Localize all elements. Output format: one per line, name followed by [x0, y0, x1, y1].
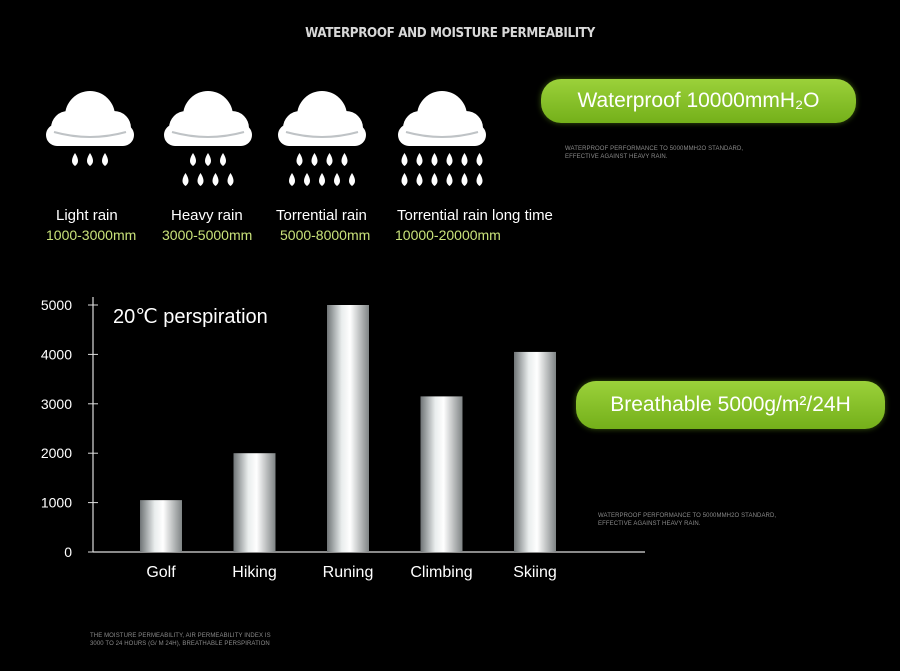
raindrop-icon: [296, 153, 303, 166]
raindrop-icon: [334, 173, 340, 186]
bar: [420, 396, 463, 552]
bar: [327, 305, 369, 552]
x-tick-label: Hiking: [232, 564, 276, 581]
raindrop-icon: [227, 173, 234, 186]
raindrop-icon: [416, 153, 423, 166]
y-tick-label: 5000: [41, 297, 72, 313]
raindrop-icon: [182, 173, 189, 186]
bar: [140, 500, 182, 552]
x-tick-label: Runing: [323, 564, 374, 581]
rain-level-range: 1000-3000mm: [46, 227, 137, 243]
rain-level-name: Heavy rain: [171, 207, 243, 224]
raindrop-icon: [319, 173, 325, 186]
raindrop-icon: [190, 153, 196, 166]
rain-level-name: Light rain: [56, 207, 118, 224]
raindrop-icon: [102, 153, 108, 166]
y-tick-label: 3000: [41, 396, 72, 412]
raindrop-icon: [289, 173, 295, 186]
breathable-label: Breathable 5000g/m²/24H: [610, 393, 851, 416]
chart-annotation: 20℃ perspiration: [113, 306, 268, 328]
rain-level-range: 3000-5000mm: [162, 227, 253, 243]
waterproof-note: WATERPROOF PERFORMANCE TO 5000MMH2O STAN…: [565, 145, 743, 161]
rain-level-name: Torrential rain: [276, 207, 367, 224]
waterproof-label: Waterproof 10000mmH₂O: [577, 89, 820, 112]
y-tick-label: 0: [64, 544, 72, 560]
x-tick-label: Climbing: [410, 564, 472, 581]
note-line: WATERPROOF PERFORMANCE TO 5000MMH2O STAN…: [598, 513, 777, 519]
page-title: WATERPROOF AND MOISTURE PERMEABILITY: [305, 26, 595, 41]
rain-level-range: 5000-8000mm: [280, 227, 371, 243]
raindrop-icon: [311, 153, 318, 166]
rain-level-name: Torrential rain long time: [397, 207, 553, 224]
raindrop-icon: [220, 153, 226, 166]
raindrop-icon: [461, 153, 468, 166]
raindrop-icon: [476, 153, 483, 166]
raindrop-icon: [304, 173, 310, 186]
raindrop-icon: [446, 173, 453, 186]
raindrop-icon: [87, 153, 93, 166]
y-tick-label: 2000: [41, 445, 72, 461]
cloud-rain-icon: [164, 91, 252, 186]
raindrop-icon: [431, 153, 438, 166]
raindrop-icon: [401, 153, 408, 166]
note-line: WATERPROOF PERFORMANCE TO 5000MMH2O STAN…: [565, 146, 744, 152]
raindrop-icon: [341, 153, 348, 166]
raindrop-icon: [431, 173, 438, 186]
y-tick-label: 4000: [41, 346, 72, 362]
raindrop-icon: [446, 153, 453, 166]
raindrop-icon: [72, 153, 78, 166]
y-tick-label: 1000: [41, 495, 72, 511]
raindrop-icon: [416, 173, 423, 186]
perspiration-bar-chart: 0 1000 2000 3000 4000 5000 Golf Hiking Runing Cli…: [41, 297, 645, 581]
raindrop-icon: [476, 173, 483, 186]
cloud-rain-icon: [398, 91, 486, 186]
x-tick-label: Golf: [146, 564, 176, 581]
raindrop-icon: [401, 173, 408, 186]
breathable-note: WATERPROOF PERFORMANCE TO 5000MMH2O STAN…: [598, 512, 776, 528]
cloud-rain-icon: [278, 91, 366, 186]
raindrop-icon: [197, 173, 204, 186]
bar: [233, 453, 276, 552]
raindrop-icon: [212, 173, 219, 186]
note-line: EFFECTIVE AGAINST HEAVY RAIN.: [598, 521, 701, 527]
raindrop-icon: [326, 153, 333, 166]
note-line: 3000 TO 24 HOURS (G/ M 24H), BREATHABLE …: [90, 641, 270, 647]
cloud-rain-icon: [46, 91, 134, 166]
note-line: EFFECTIVE AGAINST HEAVY RAIN.: [565, 154, 668, 160]
breathable-badge: Breathable 5000g/m²/24H: [576, 381, 885, 429]
raindrop-icon: [349, 173, 355, 186]
footer-note: THE MOISTURE PERMEABILITY, AIR PERMEABIL…: [90, 632, 271, 648]
raindrop-icon: [205, 153, 211, 166]
x-tick-label: Skiing: [513, 564, 557, 581]
bar: [514, 351, 556, 552]
waterproof-badge: Waterproof 10000mmH₂O: [541, 79, 856, 123]
rain-level-range: 10000-20000mm: [395, 227, 501, 243]
raindrop-icon: [461, 173, 468, 186]
note-line: THE MOISTURE PERMEABILITY, AIR PERMEABIL…: [90, 633, 271, 639]
